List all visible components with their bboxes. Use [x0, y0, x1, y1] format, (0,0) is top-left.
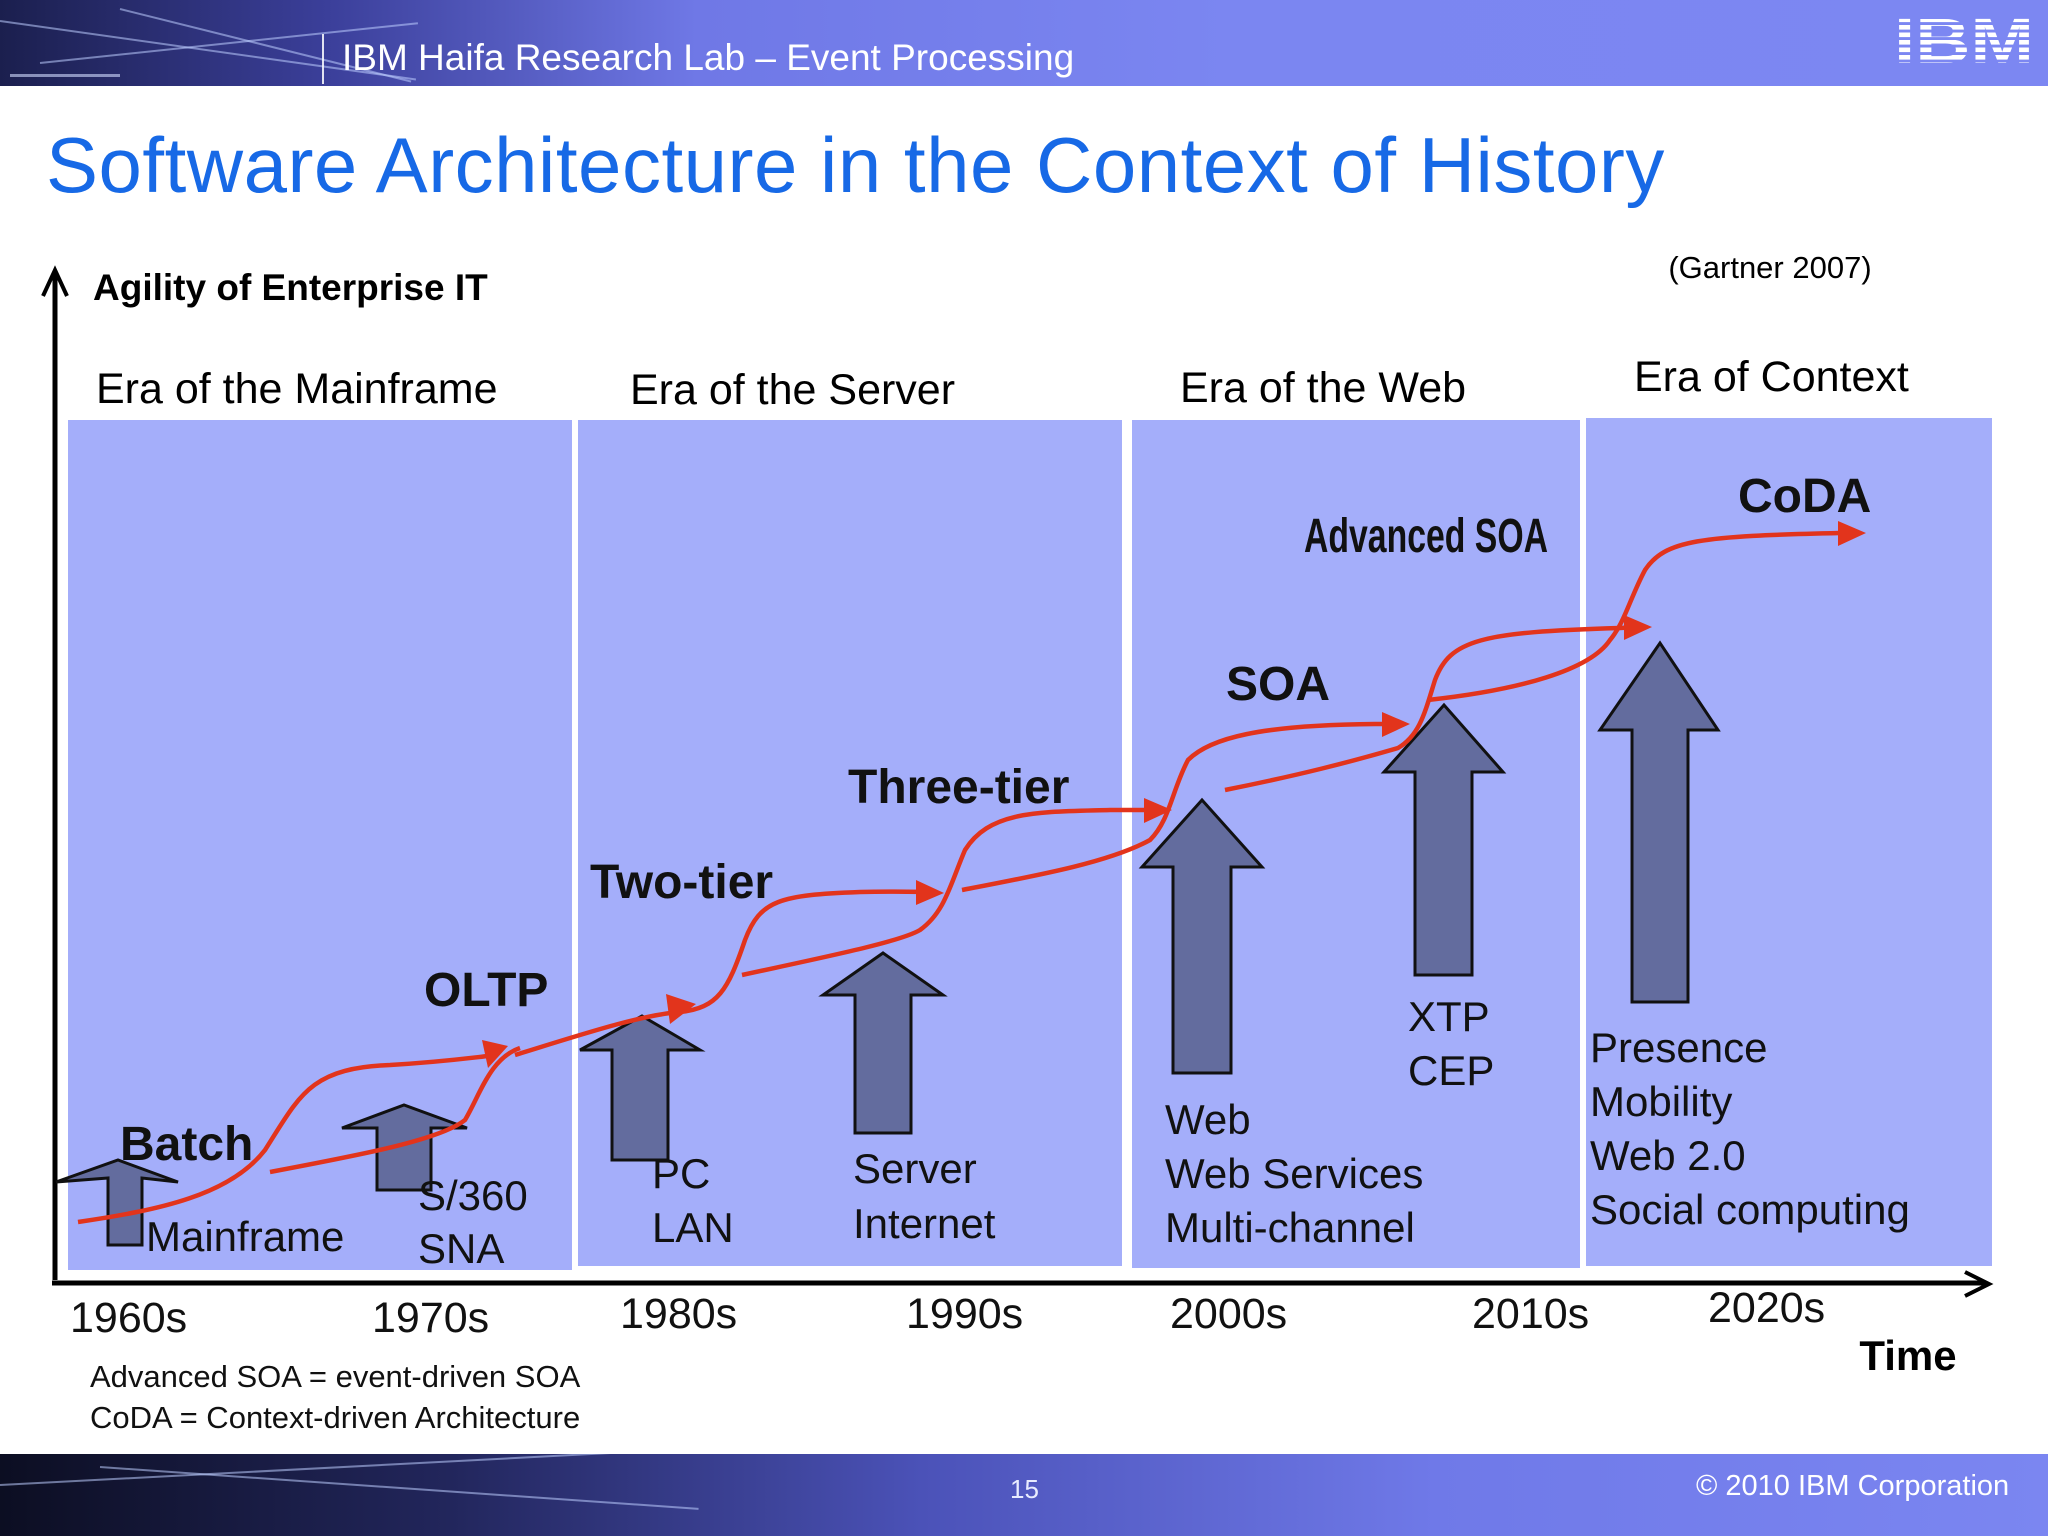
- decade-labels: 1960s 1970s 1980s 1990s 2000s 2010s 2020…: [70, 1284, 1825, 1342]
- technology-label: XTP: [1408, 993, 1490, 1040]
- trend-arrowhead: [1624, 615, 1652, 640]
- trend-curve-oltp: [514, 889, 936, 1058]
- footnote: Advanced SOA = event-driven SOA: [90, 1359, 581, 1394]
- technology-label: Multi-channel: [1165, 1204, 1415, 1251]
- era-panel-mainframe: [68, 420, 572, 1270]
- era-label: Era of the Server: [630, 366, 955, 414]
- technology-labels: Mainframe S/360 SNA PC LAN Server Intern…: [146, 993, 1910, 1272]
- footer-decoration: [99, 1466, 699, 1510]
- page-number: 15: [1010, 1474, 1039, 1504]
- technology-label: Internet: [853, 1200, 996, 1247]
- technology-label: LAN: [652, 1204, 734, 1251]
- header-title: IBM Haifa Research Lab – Event Processin…: [342, 37, 1075, 78]
- trend-arrowhead: [482, 1040, 508, 1068]
- architecture-label: SOA: [1226, 658, 1330, 711]
- technology-label: SNA: [418, 1225, 504, 1272]
- tech-arrow-mainframe: [55, 1158, 179, 1247]
- y-axis-arrowhead: [41, 265, 69, 297]
- trend-arrowhead: [1838, 521, 1866, 546]
- decade-label: 1980s: [620, 1290, 737, 1338]
- trend-arrowhead: [1144, 798, 1172, 823]
- era-label: Era of Context: [1634, 353, 1909, 401]
- technology-label: S/360: [418, 1172, 528, 1219]
- header-band: [0, 0, 2048, 86]
- architecture-label: CoDA: [1738, 470, 1871, 523]
- ibm-logo-text: IBM: [1894, 10, 2034, 70]
- decade-label: 2020s: [1708, 1284, 1825, 1332]
- decade-label: 2000s: [1170, 1290, 1287, 1338]
- tech-arrow-xtp: [1380, 702, 1507, 977]
- architecture-label: Three-tier: [848, 761, 1069, 814]
- tech-arrow-s360: [341, 1103, 468, 1192]
- technology-label: Web 2.0: [1590, 1132, 1746, 1179]
- architecture-label: Batch: [120, 1118, 253, 1171]
- trend-curves: [77, 530, 1855, 1225]
- slide-title: Software Architecture in the Context of …: [46, 121, 1665, 209]
- trend-arrowheads: [482, 521, 1866, 1068]
- architecture-labels: Batch OLTP Two-tier Three-tier SOA Advan…: [120, 470, 1871, 1171]
- ibm-logo: IBM: [1894, 10, 2034, 70]
- trend-arrowhead: [666, 994, 696, 1024]
- era-label: Era of the Web: [1180, 364, 1466, 412]
- footer-band: [0, 1454, 2048, 1536]
- technology-label: CEP: [1408, 1047, 1494, 1094]
- architecture-label: Two-tier: [590, 856, 773, 909]
- trend-curve-twotier: [741, 807, 1160, 978]
- trend-arrowhead: [1382, 712, 1410, 737]
- footer-decoration: [0, 1454, 700, 1486]
- tech-arrow-presence: [1597, 640, 1721, 1004]
- trend-curve-batch: [77, 1053, 489, 1225]
- trend-curve-threetier: [961, 721, 1400, 893]
- tech-arrow-server: [818, 951, 948, 1135]
- header-divider: [322, 34, 324, 84]
- tech-arrow-web: [1138, 797, 1266, 1075]
- footnote: CoDA = Context-driven Architecture: [90, 1400, 581, 1435]
- footnotes: Advanced SOA = event-driven SOA CoDA = C…: [90, 1356, 580, 1438]
- technology-label: Social computing: [1590, 1186, 1910, 1233]
- source-citation: (Gartner 2007): [1668, 250, 1871, 285]
- technology-label: Web Services: [1165, 1150, 1423, 1197]
- x-axis-arrowhead: [1964, 1270, 1994, 1298]
- decade-label: 2010s: [1472, 1290, 1589, 1338]
- decade-label: 1960s: [70, 1294, 187, 1342]
- trend-curve-oltp-link: [269, 1045, 521, 1175]
- tech-arrow-pc: [579, 1014, 706, 1162]
- decade-label: 1990s: [906, 1290, 1023, 1338]
- technology-label: Web: [1165, 1096, 1251, 1143]
- decade-label: 1970s: [372, 1294, 489, 1342]
- era-label: Era of the Mainframe: [96, 365, 498, 413]
- technology-label: Mobility: [1590, 1078, 1732, 1125]
- header-decoration: [10, 74, 120, 77]
- architecture-label: Advanced SOA: [1304, 510, 1548, 563]
- technology-label: Server: [853, 1145, 977, 1192]
- technology-arrows: [55, 640, 1721, 1247]
- y-axis-label: Agility of Enterprise IT: [93, 267, 488, 308]
- copyright-notice: © 2010 IBM Corporation: [1696, 1470, 2010, 1502]
- technology-label: PC: [652, 1150, 710, 1197]
- architecture-label: OLTP: [424, 964, 548, 1017]
- trend-arrowhead: [916, 880, 944, 905]
- x-axis-label: Time: [1859, 1332, 1956, 1379]
- technology-label: Presence: [1590, 1024, 1767, 1071]
- technology-label: Mainframe: [146, 1213, 344, 1260]
